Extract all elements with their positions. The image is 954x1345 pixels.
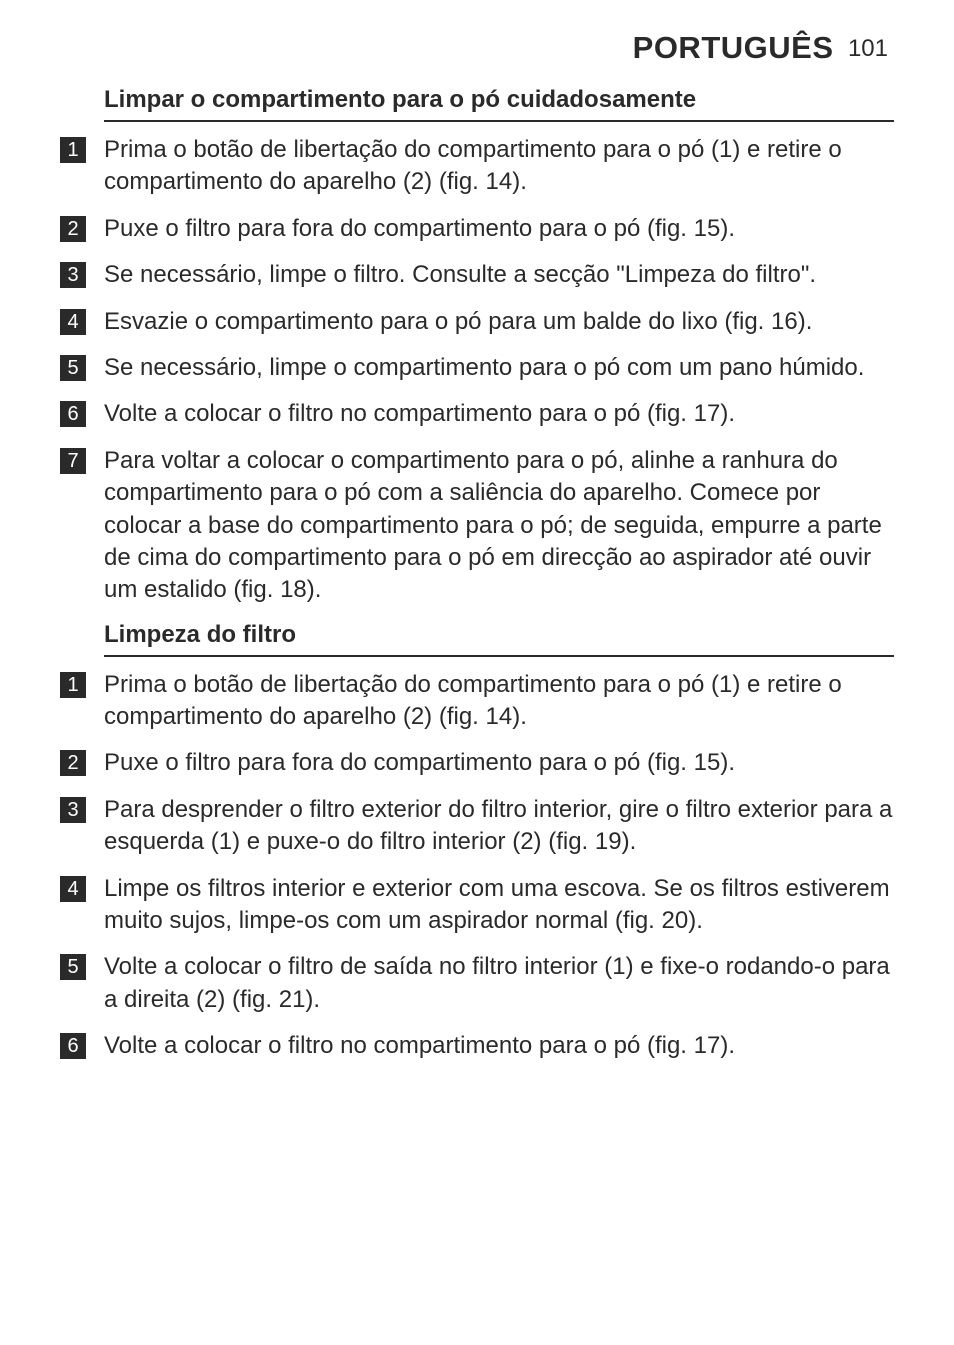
step-item: 3 Se necessário, limpe o filtro. Consulte… [60,259,894,291]
step-item: 7 Para voltar a colocar o compartimento p… [60,445,894,607]
section-1-title: Limpar o compartimento para o pó cuidado… [104,86,894,122]
step-item: 4 Esvazie o compartimento para o pó para … [60,306,894,338]
step-number-marker: 1 [60,672,86,698]
step-number-marker: 2 [60,750,86,776]
step-item: 6 Volte a colocar o filtro no compartimen… [60,1030,894,1062]
step-item: 1 Prima o botão de libertação do comparti… [60,134,894,199]
section-1-steps: 1 Prima o botão de libertação do comparti… [60,134,894,607]
step-item: 6 Volte a colocar o filtro no compartimen… [60,398,894,430]
step-number-marker: 5 [60,954,86,980]
step-number-marker: 4 [60,876,86,902]
step-number-marker: 2 [60,216,86,242]
step-text: Puxe o filtro para fora do compartimento… [104,213,894,245]
section-2: Limpeza do filtro 1 Prima o botão de libe… [60,621,894,1063]
step-item: 3 Para desprender o filtro exterior do fi… [60,794,894,859]
step-text: Volte a colocar o filtro de saída no fil… [104,951,894,1016]
step-text: Para desprender o filtro exterior do fil… [104,794,894,859]
step-text: Prima o botão de libertação do compartim… [104,134,894,199]
step-text: Limpe os filtros interior e exterior com… [104,873,894,938]
section-2-steps: 1 Prima o botão de libertação do comparti… [60,669,894,1063]
step-number-marker: 4 [60,309,86,335]
step-text: Prima o botão de libertação do compartim… [104,669,894,734]
step-number-marker: 6 [60,401,86,427]
step-text: Para voltar a colocar o compartimento pa… [104,445,894,607]
step-number-marker: 5 [60,355,86,381]
step-item: 5 Se necessário, limpe o compartimento pa… [60,352,894,384]
step-number-marker: 1 [60,137,86,163]
step-number-marker: 3 [60,262,86,288]
step-item: 1 Prima o botão de libertação do comparti… [60,669,894,734]
step-text: Se necessário, limpe o filtro. Consulte … [104,259,894,291]
step-text: Puxe o filtro para fora do compartimento… [104,747,894,779]
step-item: 2 Puxe o filtro para fora do compartiment… [60,747,894,779]
step-text: Volte a colocar o filtro no compartiment… [104,398,894,430]
step-item: 5 Volte a colocar o filtro de saída no fi… [60,951,894,1016]
step-item: 2 Puxe o filtro para fora do compartiment… [60,213,894,245]
step-number-marker: 6 [60,1033,86,1059]
step-text: Esvazie o compartimento para o pó para u… [104,306,894,338]
language-label: PORTUGUÊS [633,30,834,65]
page-number: 101 [848,35,888,62]
section-1: Limpar o compartimento para o pó cuidado… [60,86,894,607]
step-number-marker: 7 [60,448,86,474]
step-text: Volte a colocar o filtro no compartiment… [104,1030,894,1062]
step-number-marker: 3 [60,797,86,823]
step-item: 4 Limpe os filtros interior e exterior co… [60,873,894,938]
section-2-title: Limpeza do filtro [104,621,894,657]
page-header: PORTUGUÊS 101 [60,30,894,66]
step-text: Se necessário, limpe o compartimento par… [104,352,894,384]
